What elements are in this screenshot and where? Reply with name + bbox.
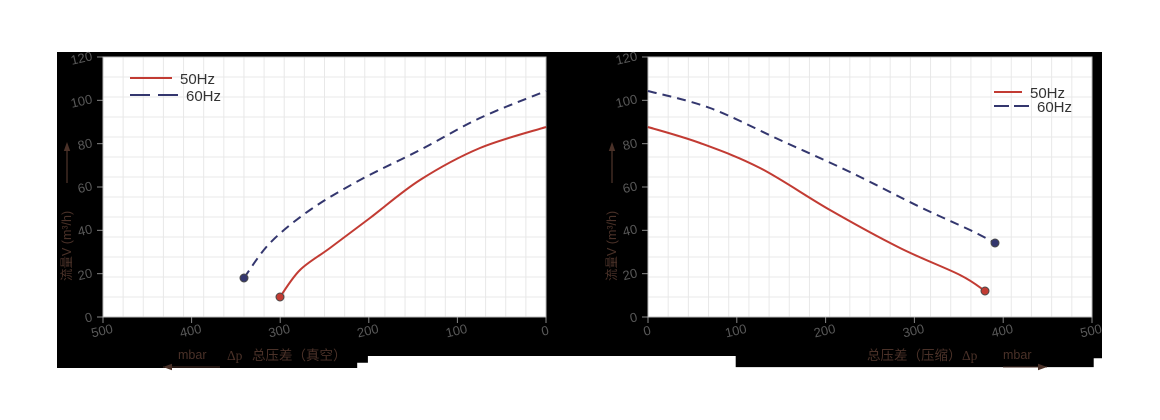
svg-text:mbar: mbar bbox=[178, 348, 206, 362]
svg-text:总压差（压缩）: 总压差（压缩） bbox=[867, 348, 962, 363]
svg-text:Δp: Δp bbox=[962, 348, 978, 363]
svg-text:60Hz: 60Hz bbox=[1037, 99, 1072, 116]
svg-text:60Hz: 60Hz bbox=[186, 88, 221, 105]
svg-text:50Hz: 50Hz bbox=[180, 71, 215, 88]
svg-text:流量V (m³/h): 流量V (m³/h) bbox=[60, 211, 74, 281]
svg-text:mbar: mbar bbox=[1003, 348, 1031, 362]
svg-text:总压差（真空）: 总压差（真空） bbox=[252, 348, 347, 363]
svg-text:Δp: Δp bbox=[227, 348, 243, 363]
svg-text:流量V (m³/h): 流量V (m³/h) bbox=[605, 211, 619, 281]
